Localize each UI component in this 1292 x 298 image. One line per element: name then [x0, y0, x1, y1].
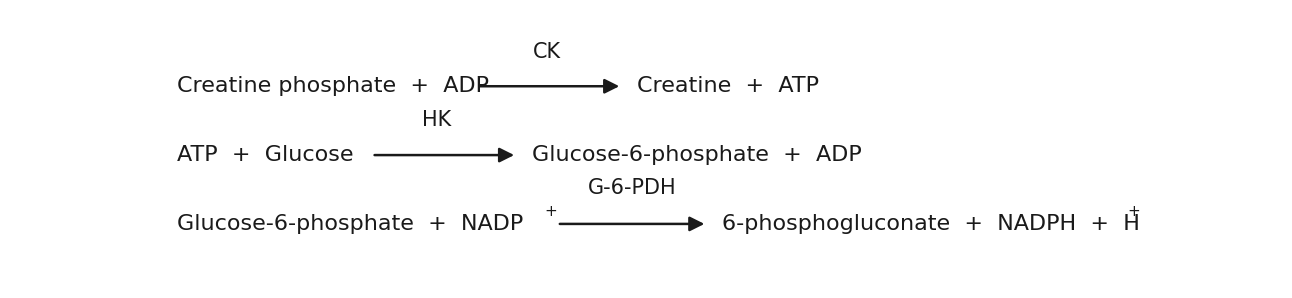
Text: ATP  +  Glucose: ATP + Glucose [177, 145, 353, 165]
Text: +: + [544, 204, 557, 219]
Text: Glucose-6-phosphate  +  ADP: Glucose-6-phosphate + ADP [532, 145, 862, 165]
Text: CK: CK [532, 42, 561, 62]
Text: G-6-PDH: G-6-PDH [588, 178, 677, 198]
Text: +: + [1128, 204, 1141, 219]
Text: 6-phosphogluconate  +  NADPH  +  H: 6-phosphogluconate + NADPH + H [722, 214, 1140, 234]
Text: Creatine phosphate  +  ADP: Creatine phosphate + ADP [177, 76, 488, 96]
Text: Creatine  +  ATP: Creatine + ATP [637, 76, 819, 96]
Text: HK: HK [422, 109, 451, 130]
Text: Glucose-6-phosphate  +  NADP: Glucose-6-phosphate + NADP [177, 214, 523, 234]
